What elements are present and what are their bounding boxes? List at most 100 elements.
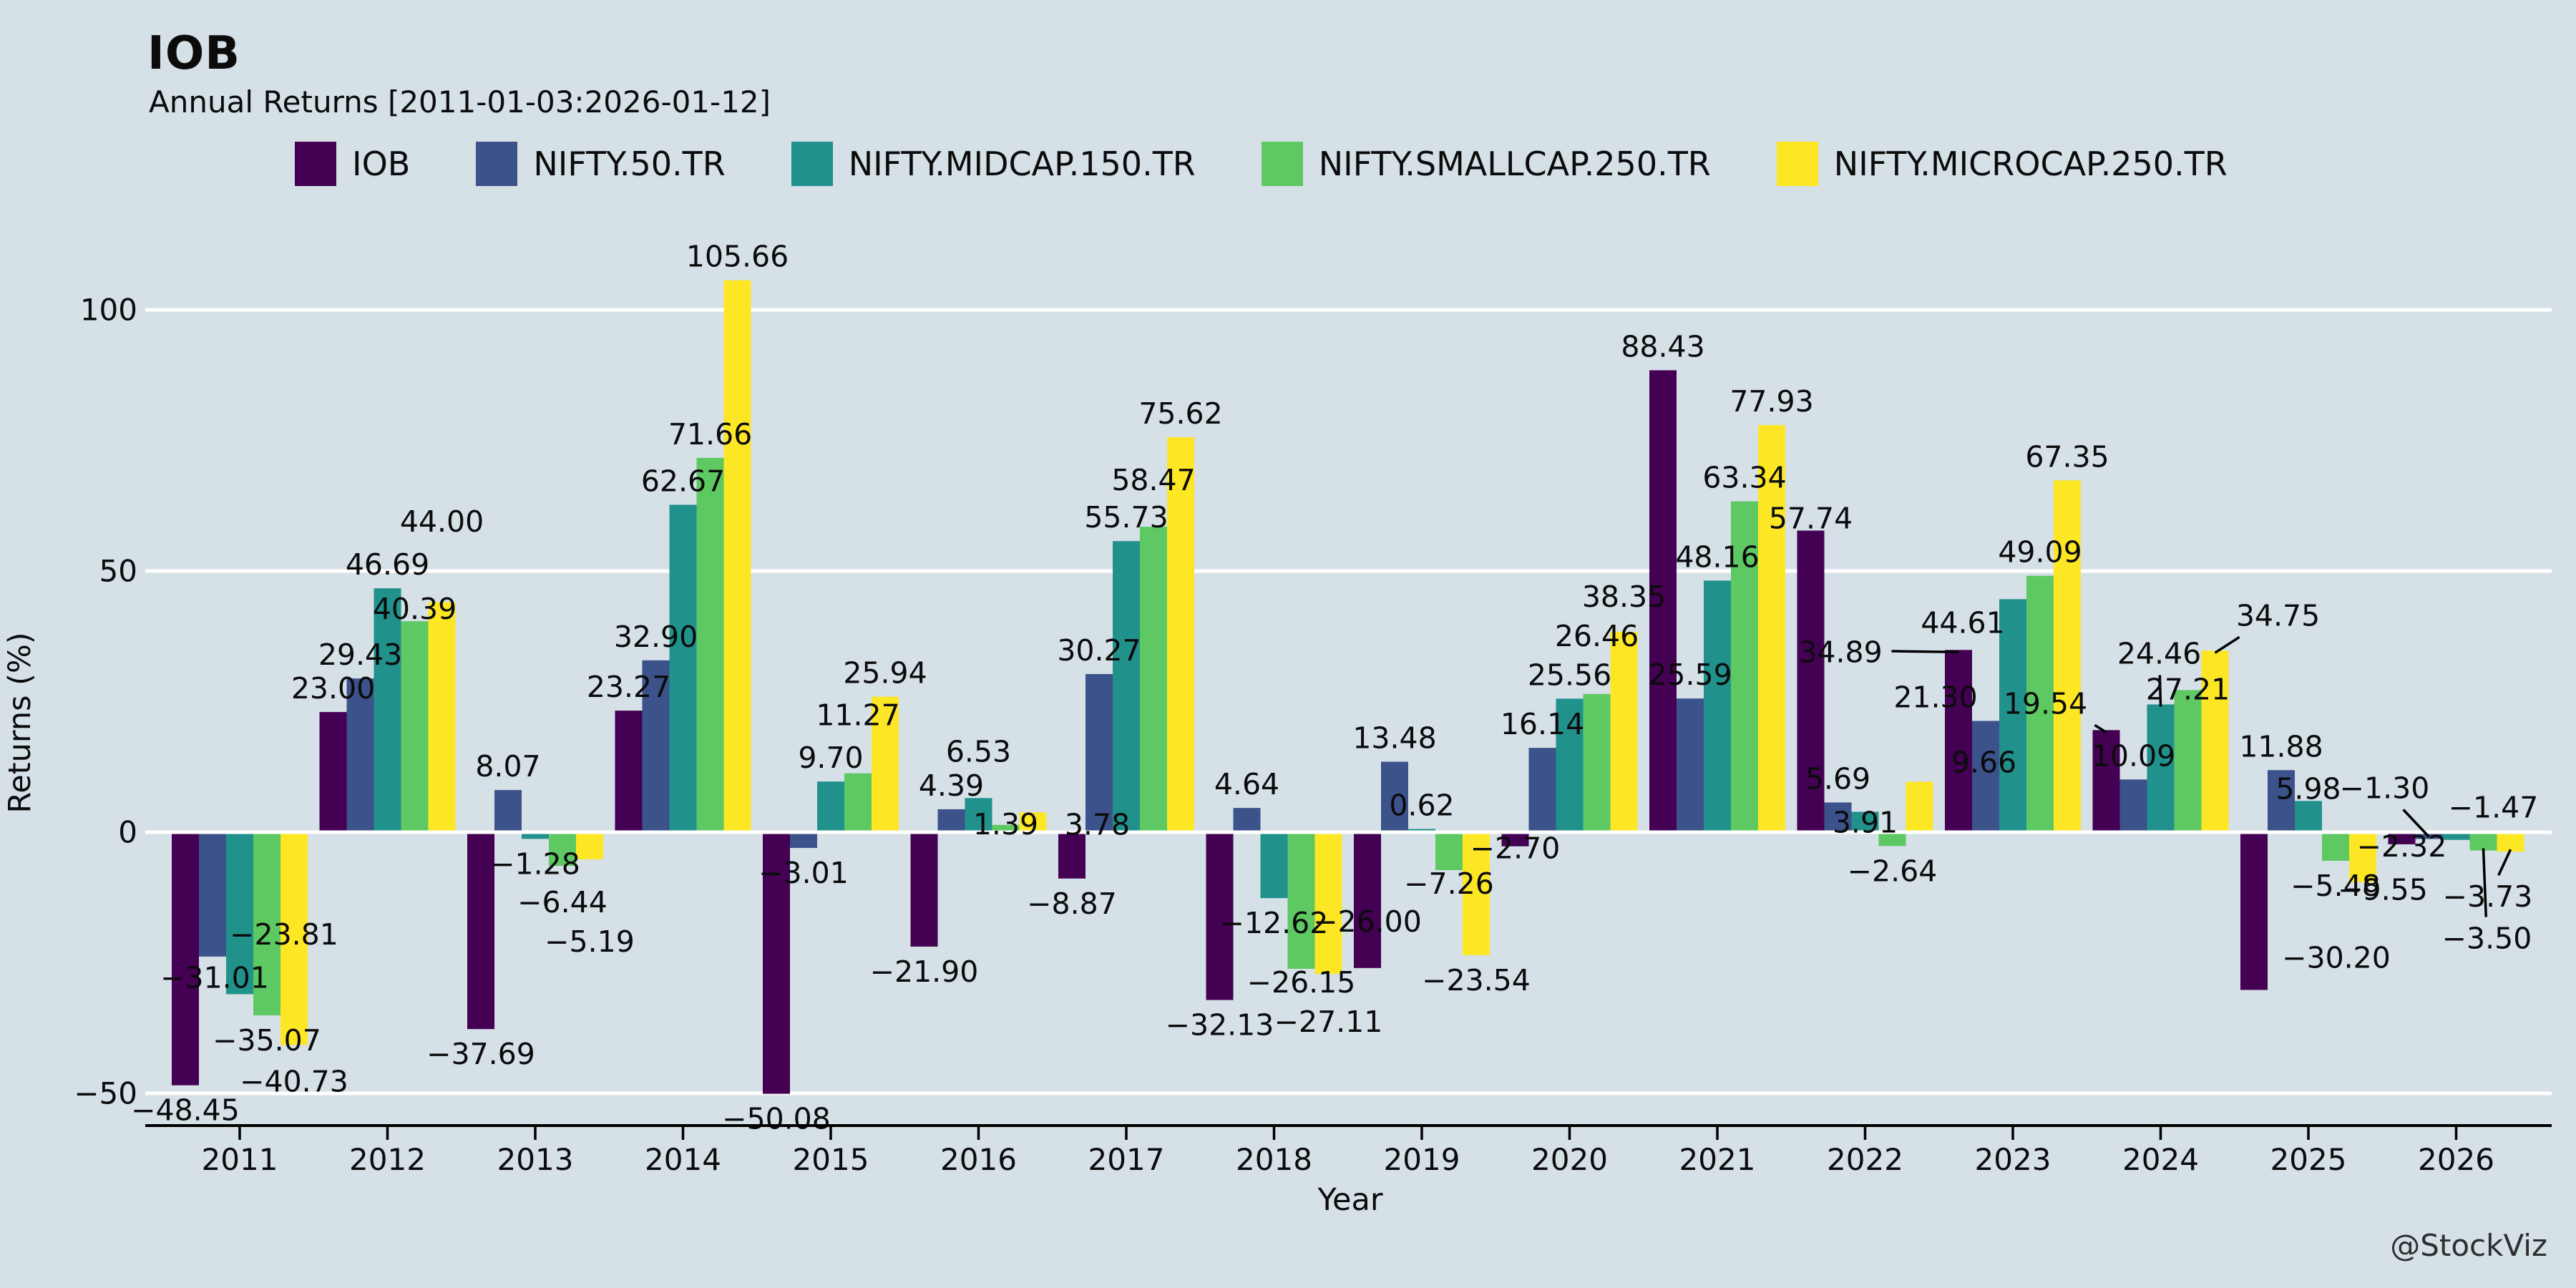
bar-value-label-2026-NIFTY.50.TR: −1.30 [2340,771,2430,805]
bar-2021-NIFTY.50.TR [1677,698,1704,832]
bar-value-label-2013-IOB: −37.69 [426,1037,535,1071]
bar-2017-NIFTY.MIDCAP.150.TR [1113,541,1140,832]
bar-value-label-2012-NIFTY.MICROCAP.250.TR: 44.00 [400,504,484,539]
bar-value-label-2024-NIFTY.SMALLCAP.250.TR: 27.21 [2146,672,2230,706]
bar-value-label-2015-NIFTY.SMALLCAP.250.TR: 11.27 [816,698,899,733]
x-tick-label-2022: 2022 [1827,1142,1903,1177]
legend-label: NIFTY.MICROCAP.250.TR [1833,145,2228,183]
legend-swatch-NIFTY.MICROCAP.250.TR [1776,142,1818,186]
legend-swatch-NIFTY.SMALLCAP.250.TR [1261,142,1303,186]
y-tick-label-0: 0 [118,815,137,850]
x-tick-label-2014: 2014 [645,1142,721,1177]
bar-value-label-2017-NIFTY.50.TR: 30.27 [1057,633,1141,668]
bar-2012-NIFTY.MIDCAP.150.TR [374,588,401,832]
bar-2011-NIFTY.SMALLCAP.250.TR [253,832,280,1016]
label-leader-line [2497,849,2512,876]
legend-label: NIFTY.MIDCAP.150.TR [848,145,1196,183]
legend-label: NIFTY.SMALLCAP.250.TR [1318,145,1711,183]
bar-2022-NIFTY.SMALLCAP.250.TR [1878,832,1906,847]
bar-2023-NIFTY.MICROCAP.250.TR [2054,480,2081,832]
bar-value-label-2016-NIFTY.SMALLCAP.250.TR: 1.39 [973,807,1038,841]
bar-2014-NIFTY.MIDCAP.150.TR [669,504,697,832]
bar-value-label-2011-NIFTY.SMALLCAP.250.TR: −35.07 [213,1023,321,1058]
label-leader-line [2094,723,2107,733]
legend-swatch-NIFTY.50.TR [476,142,518,186]
x-tick-label-2019: 2019 [1384,1142,1460,1177]
x-tick-label-2011: 2011 [202,1142,278,1177]
x-tick-label-2026: 2026 [2418,1142,2494,1177]
x-tick-label-2025: 2025 [2270,1142,2347,1177]
y-tick-label-50: 50 [99,554,137,589]
bar-2024-NIFTY.MICROCAP.250.TR [2201,650,2229,832]
bar-value-label-2015-NIFTY.50.TR: −3.01 [758,856,849,890]
bar-value-label-2022-NIFTY.50.TR: 5.69 [1805,761,1870,796]
bar-2025-NIFTY.SMALLCAP.250.TR [2322,832,2349,862]
bar-2021-NIFTY.SMALLCAP.250.TR [1731,501,1758,832]
bar-2014-IOB [615,711,643,832]
bar-2015-NIFTY.MICROCAP.250.TR [872,696,899,832]
bar-2011-NIFTY.MICROCAP.250.TR [280,832,308,1045]
bar-value-label-2020-IOB: −2.70 [1470,831,1561,866]
bar-value-label-2015-NIFTY.MICROCAP.250.TR: 25.94 [843,656,927,691]
bar-2012-IOB [319,712,347,832]
bar-2024-NIFTY.SMALLCAP.250.TR [2174,690,2202,832]
page-title: IOB [147,27,240,80]
bar-2016-NIFTY.MICROCAP.250.TR [1019,812,1047,832]
bar-2024-IOB [2092,730,2120,832]
bar-2026-NIFTY.MIDCAP.150.TR [2442,832,2470,840]
bar-2016-NIFTY.SMALLCAP.250.TR [992,824,1020,832]
bar-2016-IOB [910,832,938,947]
bar-value-label-2017-NIFTY.SMALLCAP.250.TR: 58.47 [1111,463,1195,497]
bar-2024-NIFTY.MIDCAP.150.TR [2147,704,2175,832]
bar-2015-NIFTY.50.TR [790,832,817,848]
bar-value-label-2018-NIFTY.MICROCAP.250.TR: −27.11 [1274,1005,1383,1039]
bar-value-label-2023-NIFTY.MIDCAP.150.TR: 44.61 [1921,605,2004,640]
x-tick-label-2012: 2012 [349,1142,426,1177]
bar-2018-NIFTY.50.TR [1233,808,1261,832]
bar-2015-IOB [763,832,790,1094]
bar-value-label-2025-NIFTY.MIDCAP.150.TR: 5.98 [2275,771,2341,806]
bar-2011-NIFTY.50.TR [199,832,226,957]
bar-value-label-2016-IOB: −21.90 [870,955,979,989]
bar-2025-NIFTY.MICROCAP.250.TR [2349,832,2376,882]
bar-2013-NIFTY.MIDCAP.150.TR [522,832,549,839]
bar-value-label-2025-NIFTY.SMALLCAP.250.TR: −5.48 [2290,869,2381,903]
bar-value-label-2025-NIFTY.50.TR: 11.88 [2239,729,2323,763]
bar-value-label-2014-NIFTY.MIDCAP.150.TR: 62.67 [641,464,725,499]
x-tick-label-2023: 2023 [1975,1142,2051,1177]
bar-value-label-2022-IOB: 57.74 [1769,501,1853,535]
bar-2012-NIFTY.MICROCAP.250.TR [428,602,456,832]
y-tick-label--50: −50 [74,1076,137,1111]
x-tick-label-2018: 2018 [1236,1142,1312,1177]
legend-item-NIFTY.SMALLCAP.250.TR: NIFTY.SMALLCAP.250.TR [1261,142,1711,186]
bar-value-label-2013-NIFTY.MICROCAP.250.TR: −5.19 [545,924,635,959]
bar-2022-NIFTY.MICROCAP.250.TR [1906,781,1933,832]
bar-value-label-2022-NIFTY.SMALLCAP.250.TR: −2.64 [1848,854,1938,888]
bar-value-label-2025-IOB: −30.20 [2282,940,2391,975]
bar-2022-NIFTY.MIDCAP.150.TR [1851,811,1879,832]
y-axis-title: Returns (%) [2,632,38,814]
bar-2026-IOB [2388,832,2416,844]
bar-value-label-2015-IOB: −50.08 [722,1102,831,1136]
bar-value-label-2021-NIFTY.MIDCAP.150.TR: 48.16 [1675,540,1759,574]
bar-2026-NIFTY.MICROCAP.250.TR [2497,832,2524,852]
bar-2017-NIFTY.50.TR [1085,674,1113,832]
bar-value-label-2012-NIFTY.50.TR: 29.43 [318,638,402,672]
bar-value-label-2023-NIFTY.MICROCAP.250.TR: 67.35 [2025,439,2109,474]
label-leader-line [2482,848,2488,917]
x-axis-title: Year [1317,1182,1383,1218]
legend-swatch-NIFTY.MIDCAP.150.TR [791,142,833,186]
bar-value-label-2018-NIFTY.SMALLCAP.250.TR: −26.15 [1247,965,1356,1000]
bar-value-label-2016-NIFTY.50.TR: 4.39 [919,769,984,803]
bar-value-label-2011-IOB: −48.45 [131,1093,240,1128]
bar-value-label-2014-NIFTY.MICROCAP.250.TR: 105.66 [686,240,789,274]
bar-value-label-2019-NIFTY.MIDCAP.150.TR: 0.62 [1389,788,1454,822]
bar-2016-NIFTY.MIDCAP.150.TR [965,798,992,832]
bar-value-label-2012-NIFTY.MIDCAP.150.TR: 46.69 [346,547,429,582]
legend-label: IOB [352,145,411,183]
bar-2013-NIFTY.50.TR [494,790,522,832]
bar-2014-NIFTY.MICROCAP.250.TR [723,280,751,832]
bar-value-label-2017-NIFTY.MIDCAP.150.TR: 55.73 [1084,500,1168,535]
x-tick-label-2017: 2017 [1088,1142,1165,1177]
